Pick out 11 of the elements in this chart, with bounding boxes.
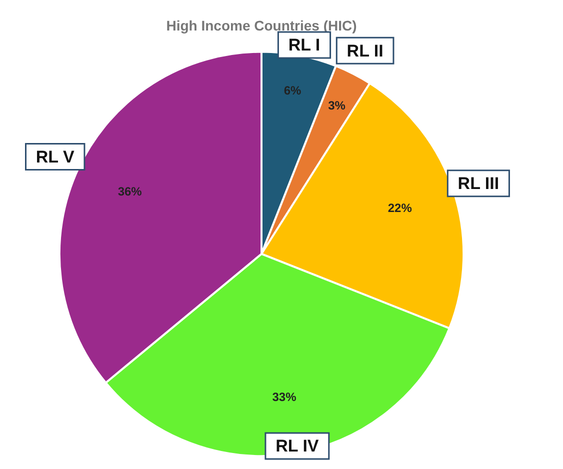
slice-label: RL I bbox=[288, 36, 320, 55]
data-label: 36% bbox=[118, 184, 142, 198]
slice-label: RL II bbox=[346, 41, 384, 60]
data-label: 22% bbox=[388, 201, 412, 216]
slice-label: RL V bbox=[36, 147, 75, 166]
data-label: 6% bbox=[284, 83, 302, 98]
slice-label: RL IV bbox=[276, 436, 320, 456]
data-label: 33% bbox=[272, 390, 297, 404]
chart-title: High Income Countries (HIC) bbox=[166, 17, 357, 34]
data-label: 3% bbox=[328, 98, 346, 113]
slice-label: RL III bbox=[458, 174, 500, 194]
